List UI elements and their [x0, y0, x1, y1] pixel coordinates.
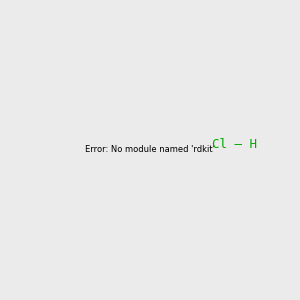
Text: Error: No module named 'rdkit': Error: No module named 'rdkit' — [85, 146, 215, 154]
Text: Cl – H: Cl – H — [212, 139, 257, 152]
